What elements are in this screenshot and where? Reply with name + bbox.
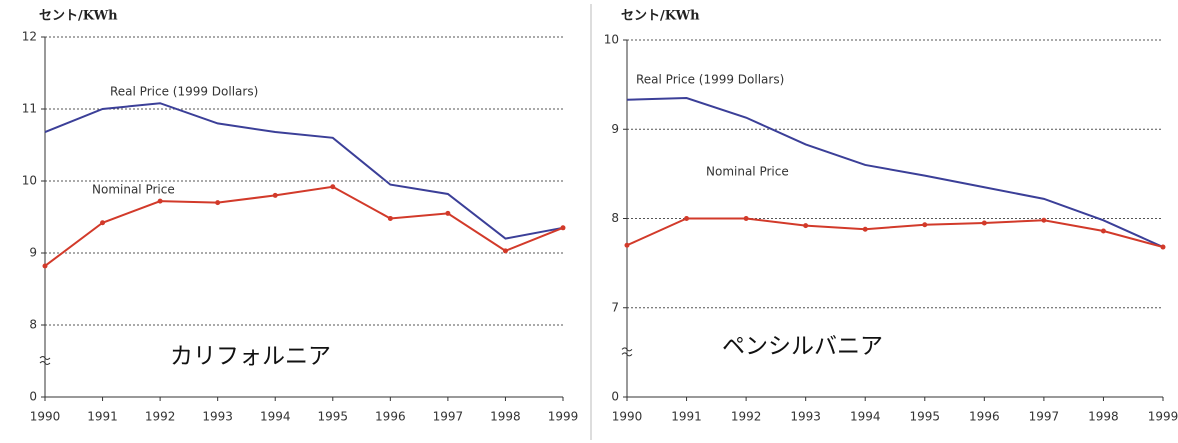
- series-label: Real Price (1999 Dollars): [636, 73, 784, 87]
- axis-break: [39, 356, 51, 360]
- y-unit: セント/KWh: [621, 9, 700, 24]
- y-tick-label: 7: [611, 300, 619, 314]
- x-tick-label: 1999: [1148, 410, 1178, 424]
- x-tick-label: 1993: [790, 410, 821, 424]
- series-label: Real Price (1999 Dollars): [110, 85, 258, 99]
- series-line: [626, 217, 1164, 249]
- x-tick-label: 1994: [850, 410, 881, 424]
- x-tick-label: 1998: [1088, 410, 1119, 424]
- point: [215, 200, 221, 206]
- y-tick-label: 0: [29, 390, 37, 404]
- point: [445, 210, 451, 216]
- chart: セント/KWh 0 8 9 10 11 12 1990 1991 1992 1993 1994 1995…: [22, 9, 579, 424]
- y-unit: セント/KWh: [39, 9, 118, 24]
- y-tick-label: 8: [29, 318, 37, 332]
- series-label: Nominal Price: [92, 183, 175, 197]
- point: [42, 263, 48, 269]
- series-line: [44, 185, 564, 267]
- series-line: [44, 102, 564, 240]
- point: [1100, 228, 1106, 234]
- point: [560, 225, 566, 231]
- y-tick-label: 11: [22, 102, 37, 116]
- point: [272, 192, 278, 198]
- point: [684, 216, 690, 221]
- y-tick-label: 0: [611, 390, 619, 404]
- chart: セント/KWh 0 7 8 9 10 1990 1991 1992 1993 1994 1995 199…: [604, 9, 1178, 424]
- x-tick-label: 1993: [202, 410, 233, 424]
- axis-break: [621, 347, 633, 352]
- region-label: ペンシルバニア: [722, 334, 883, 360]
- point: [100, 220, 106, 226]
- point: [502, 248, 508, 254]
- point: [157, 198, 163, 204]
- point: [803, 223, 809, 229]
- x-tick-label: 1997: [1029, 410, 1060, 424]
- x-tick-label: 1995: [318, 410, 349, 424]
- x-tick-label: 1994: [260, 410, 291, 424]
- x-tick-label: 1991: [87, 410, 118, 424]
- point: [387, 215, 393, 221]
- x-tick-label: 1995: [910, 410, 941, 424]
- region-label: カリフォルニア: [170, 344, 331, 370]
- y-tick-label: 8: [611, 211, 619, 225]
- point: [743, 216, 749, 221]
- x-tick-label: 1996: [375, 410, 406, 424]
- x-tick-label: 1999: [548, 410, 579, 424]
- series-label: Nominal Price: [706, 165, 789, 179]
- x-tick-label: 1990: [30, 410, 61, 424]
- point: [922, 222, 928, 228]
- point: [1041, 217, 1047, 223]
- x-tick-label: 1991: [671, 410, 702, 424]
- y-tick-label: 9: [29, 246, 37, 260]
- y-tick-label: 9: [611, 122, 619, 136]
- x-tick-label: 1990: [612, 410, 643, 424]
- point: [330, 184, 336, 190]
- x-tick-label: 1992: [731, 410, 762, 424]
- axis-break: [39, 361, 51, 365]
- point: [1160, 244, 1166, 250]
- y-tick-label: 12: [22, 30, 37, 44]
- y-tick-label: 10: [604, 33, 619, 47]
- x-tick-label: 1997: [433, 410, 464, 424]
- y-tick-label: 10: [22, 174, 37, 188]
- x-tick-label: 1996: [969, 410, 1000, 424]
- axis-break: [621, 352, 633, 357]
- x-tick-label: 1998: [490, 410, 521, 424]
- point: [981, 220, 987, 226]
- point: [624, 242, 630, 248]
- point: [862, 226, 868, 232]
- series-line: [626, 97, 1164, 248]
- x-tick-label: 1992: [145, 410, 176, 424]
